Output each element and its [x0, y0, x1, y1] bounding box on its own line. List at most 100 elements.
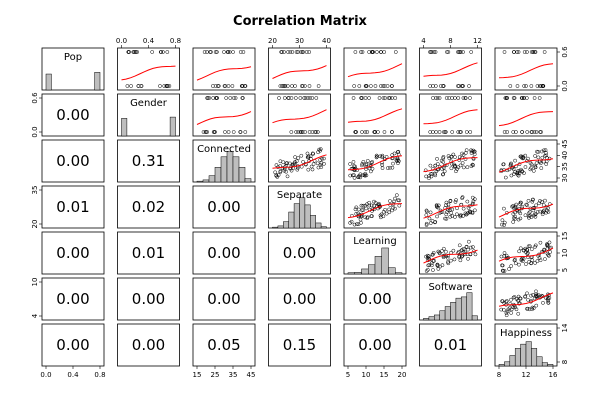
- scatter-point: [322, 161, 326, 166]
- tick-label-top: 20: [268, 37, 277, 45]
- scatter-point: [449, 210, 454, 215]
- fit-line-separate-learning: [347, 203, 403, 219]
- scatter-point: [446, 154, 451, 158]
- scatter-point: [428, 163, 433, 168]
- scatter-point: [390, 130, 394, 134]
- scatter-point: [444, 212, 449, 217]
- scatter-point: [523, 153, 528, 158]
- scatter-point: [440, 249, 444, 253]
- scatter-point: [513, 305, 518, 310]
- scatter-point: [288, 50, 293, 54]
- scatter-point: [212, 130, 217, 134]
- scatter-point: [445, 210, 449, 214]
- scatter-point: [348, 173, 353, 178]
- scatter-point: [522, 171, 526, 175]
- scatter-point: [532, 130, 537, 134]
- scatter-point: [372, 199, 376, 204]
- scatter-point: [201, 130, 206, 134]
- tick-label-top: 8: [448, 37, 452, 45]
- fit-line-pop-learning: [347, 63, 403, 78]
- scatter-point: [543, 198, 547, 203]
- scatter-point: [370, 166, 375, 171]
- scatter-point: [518, 296, 523, 301]
- scatter-point: [534, 203, 538, 208]
- scatter-point: [536, 155, 541, 160]
- scatter-point: [502, 223, 506, 227]
- scatter-point: [231, 96, 236, 100]
- panel-learning-separate-frame: [268, 231, 331, 275]
- scatter-point: [441, 130, 446, 134]
- scatter-point: [202, 50, 207, 54]
- histogram-bar-happiness: [514, 348, 521, 367]
- histogram-bar-gender: [121, 118, 128, 137]
- scatter-point: [449, 258, 453, 263]
- scatter-point: [446, 260, 450, 264]
- scatter-point: [353, 207, 358, 212]
- histogram-bar-software: [471, 315, 478, 321]
- scatter-point: [534, 161, 539, 165]
- histogram-bar-learning: [361, 268, 369, 275]
- scatter-point: [391, 205, 395, 210]
- scatter-point: [360, 130, 364, 134]
- scatter-point: [395, 159, 399, 163]
- scatter-point: [364, 84, 369, 88]
- scatter-point: [525, 50, 529, 54]
- scatter-point: [311, 151, 316, 156]
- histogram-bar-learning: [347, 272, 355, 275]
- scatter-point: [461, 214, 465, 218]
- scatter-point: [289, 96, 294, 100]
- scatter-point: [518, 246, 523, 251]
- scatter-pop-happiness: [502, 50, 547, 88]
- scatter-point: [463, 157, 468, 161]
- tick-label-top: 4: [421, 37, 426, 45]
- scatter-point: [456, 84, 460, 88]
- scatter-point: [505, 130, 510, 134]
- scatter-point: [360, 50, 365, 54]
- scatter-point: [534, 303, 539, 308]
- scatter-point: [441, 165, 446, 170]
- scatter-point: [396, 198, 401, 203]
- scatter-point: [231, 130, 236, 134]
- tick-label-right: 5: [561, 268, 569, 272]
- histogram-bar-connected: [202, 179, 210, 183]
- histogram-bar-happiness: [531, 348, 538, 367]
- scatter-point: [544, 162, 549, 166]
- scatter-point: [424, 223, 429, 227]
- scatter-point: [533, 154, 537, 158]
- scatter-point: [215, 96, 219, 100]
- tick-label-top: 12: [473, 37, 482, 45]
- scatter-point: [504, 300, 509, 304]
- histogram-bar-connected: [220, 156, 228, 183]
- scatter-point: [377, 96, 382, 100]
- scatter-point: [453, 200, 458, 204]
- scatter-pop-learning: [352, 50, 398, 88]
- scatter-point: [499, 307, 504, 312]
- scatter-point: [303, 96, 308, 100]
- scatter-point: [430, 171, 435, 176]
- scatter-point: [448, 214, 453, 219]
- scatter-point: [458, 50, 462, 54]
- scatter-connected-software: [423, 148, 477, 181]
- scatter-point: [507, 306, 512, 310]
- scatter-point: [360, 162, 365, 166]
- tick-label-right: 40: [561, 151, 569, 160]
- scatter-point: [359, 96, 364, 100]
- scatter-point: [165, 50, 170, 54]
- scatter-point: [356, 222, 361, 226]
- histogram-bar-separate: [283, 221, 289, 229]
- histogram-bar-separate: [320, 226, 327, 229]
- scatter-point: [516, 169, 520, 173]
- histogram-bar-learning: [374, 256, 382, 275]
- fit-line-learning-software: [423, 249, 478, 264]
- scatter-point: [378, 154, 383, 159]
- scatter-point: [525, 291, 529, 296]
- panel-gender-pop-frame: [41, 93, 105, 137]
- scatter-point: [204, 130, 208, 134]
- scatter-point: [129, 84, 133, 88]
- scatter-point: [368, 169, 373, 174]
- scatter-point: [226, 84, 231, 88]
- scatter-point: [446, 202, 451, 207]
- scatter-point: [205, 96, 210, 100]
- tick-label-bottom: 0.8: [94, 371, 105, 379]
- scatter-point: [459, 130, 463, 134]
